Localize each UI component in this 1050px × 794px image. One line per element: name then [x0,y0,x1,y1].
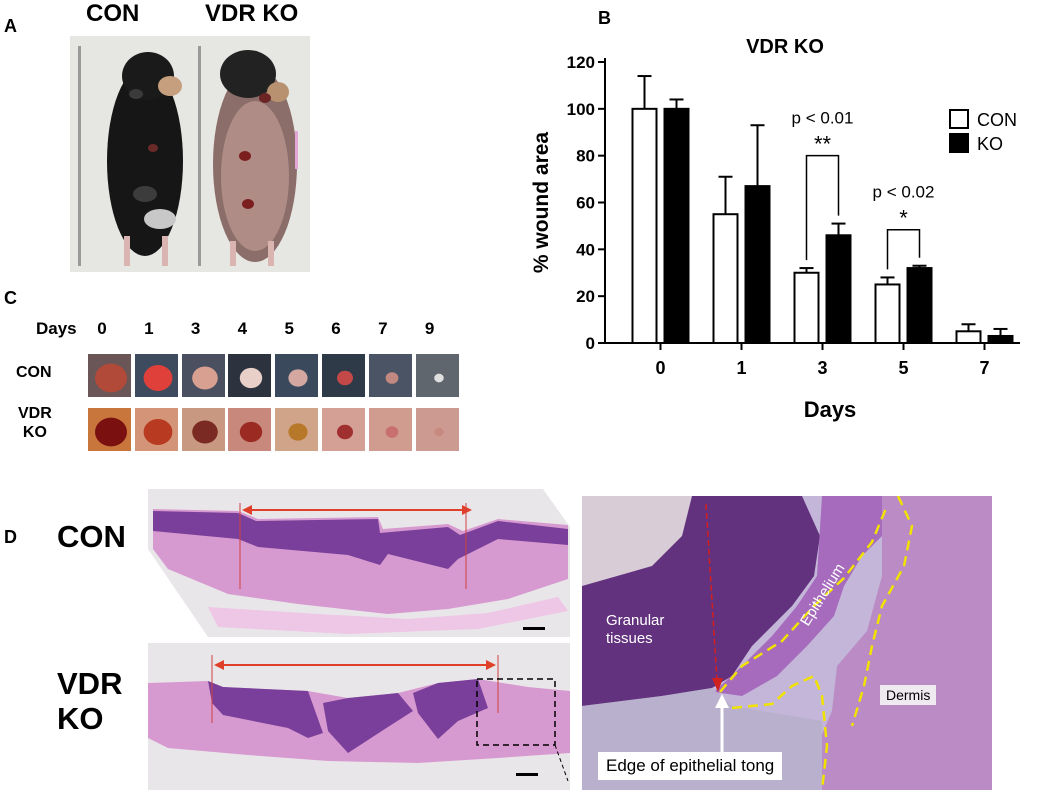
p-value-day-3: p < 0.01 [792,109,854,128]
y-tick-label: 20 [576,287,595,306]
ko-wound-photo [181,408,225,451]
y-tick-label: 40 [576,240,595,259]
wound-area-chart: VDR KO % wound area Days 0 20 40 60 80 100 120… [530,36,1020,422]
con-wound-photo [275,354,319,397]
chart-legend: CON KO [949,109,1017,154]
y-tick-label: 0 [586,334,595,353]
panel-label-c: C [4,288,17,308]
bar-con-day-1 [712,213,739,344]
bar-con-day-5 [874,283,901,345]
granular-label-line1: Granular [606,612,665,629]
edge-of-epithelial-tong-label: Edge of epithelial tong [598,752,783,780]
significance-stars-day-3: ** [814,132,832,157]
con-wound-photo [322,354,365,397]
histology-label-ko: KO [57,701,104,736]
day-number: 5 [284,319,294,338]
p-value-day-5: p < 0.02 [873,183,935,202]
day-number: 1 [144,319,154,338]
y-tick-label: 80 [576,147,595,166]
day-number: 3 [190,319,201,338]
y-tick-label: 100 [567,100,595,119]
x-tick-label: 1 [736,358,746,378]
ko-wound-photo [415,408,459,451]
con-wound-photo [415,354,459,397]
y-tick-label: 120 [567,53,595,72]
mouse-photos [70,36,310,272]
con-scale-bar [523,627,545,630]
con-mouse-image [107,52,183,266]
bar-ko-day-0 [663,107,690,345]
vdr-ko-mouse-image [213,50,298,266]
panel-label-d: D [4,527,17,547]
con-title: CON [86,0,140,27]
con-wound-photo [368,354,412,397]
con-wound-span-arrow [239,503,472,589]
vdr-ko-scale-bar [516,773,538,776]
vdr-ko-histology-image [148,643,570,790]
bar-ko-day-7 [987,334,1014,345]
x-tick-label: 5 [898,358,908,378]
bar-ko-day-1 [744,185,771,344]
ko-wound-photo [228,408,272,451]
legend-label-con: CON [977,110,1017,130]
significance-stars-day-5: * [899,206,908,231]
histology-label-vdr: VDR [57,666,123,701]
row-label-con: CON [16,364,52,381]
day-number: 4 [237,319,248,338]
granular-label-line2: tissues [606,630,653,647]
x-tick-label: 7 [979,358,989,378]
legend-swatch-con [949,109,969,129]
zoom-region-box [476,678,556,746]
bar-ko-day-3 [825,234,852,345]
ko-wound-photo [275,408,319,451]
legend-swatch-ko [949,133,969,153]
y-tick-label: 60 [576,194,595,213]
day-number: 7 [378,319,388,338]
row-label-vdr-ko: VDR KO [18,404,52,442]
x-tick-label: 0 [655,358,665,378]
con-wound-photo [134,354,178,397]
day-number: 0 [97,319,107,338]
granular-tissues-label: Granular tissues [606,612,664,648]
panel-label-b: B [598,8,611,28]
chart-x-ticks: 0 1 3 5 7 [655,343,990,378]
chart-bars [631,75,1014,345]
histology-label-con: CON [57,519,126,554]
ko-wound-photo [322,408,365,451]
con-wound-photo [181,354,225,397]
x-tick-label: 3 [817,358,827,378]
ko-wound-photo [368,408,412,451]
vdr-ko-wound-span-arrow [211,655,499,723]
bar-con-day-0 [631,107,658,345]
histology-label-vdr-ko: VDR KO [57,666,122,736]
con-histology-image [148,489,570,637]
chart-y-ticks: 0 20 40 60 80 100 120 [567,53,605,353]
bar-con-day-3 [793,271,820,344]
ko-wound-photo [134,408,178,451]
vdr-ko-title: VDR KO [205,0,299,27]
chart-y-axis-label: % wound area [530,132,553,274]
bar-con-day-7 [955,330,982,344]
day-number: 6 [331,319,341,338]
significance-bracket-day-5 [886,228,921,270]
chart-x-axis-label: Days [804,397,857,422]
ko-wound-photo [88,408,131,451]
chart-title: VDR KO [746,36,824,58]
day-number: 9 [424,319,435,338]
days-label: Days [36,319,77,338]
bar-ko-day-5 [906,267,933,344]
dermis-label: Dermis [880,685,937,705]
wound-photo-series [88,350,478,462]
panel-label-a: A [4,16,17,36]
significance-bracket-day-3 [805,154,840,261]
con-wound-photo [88,354,131,397]
con-wound-photo [228,354,272,397]
row-label-vdr: VDR [18,405,52,422]
legend-label-ko: KO [977,134,1003,154]
chart-annotations: ** p < 0.01 * p < 0.02 [792,109,935,270]
row-label-ko: KO [22,424,47,441]
